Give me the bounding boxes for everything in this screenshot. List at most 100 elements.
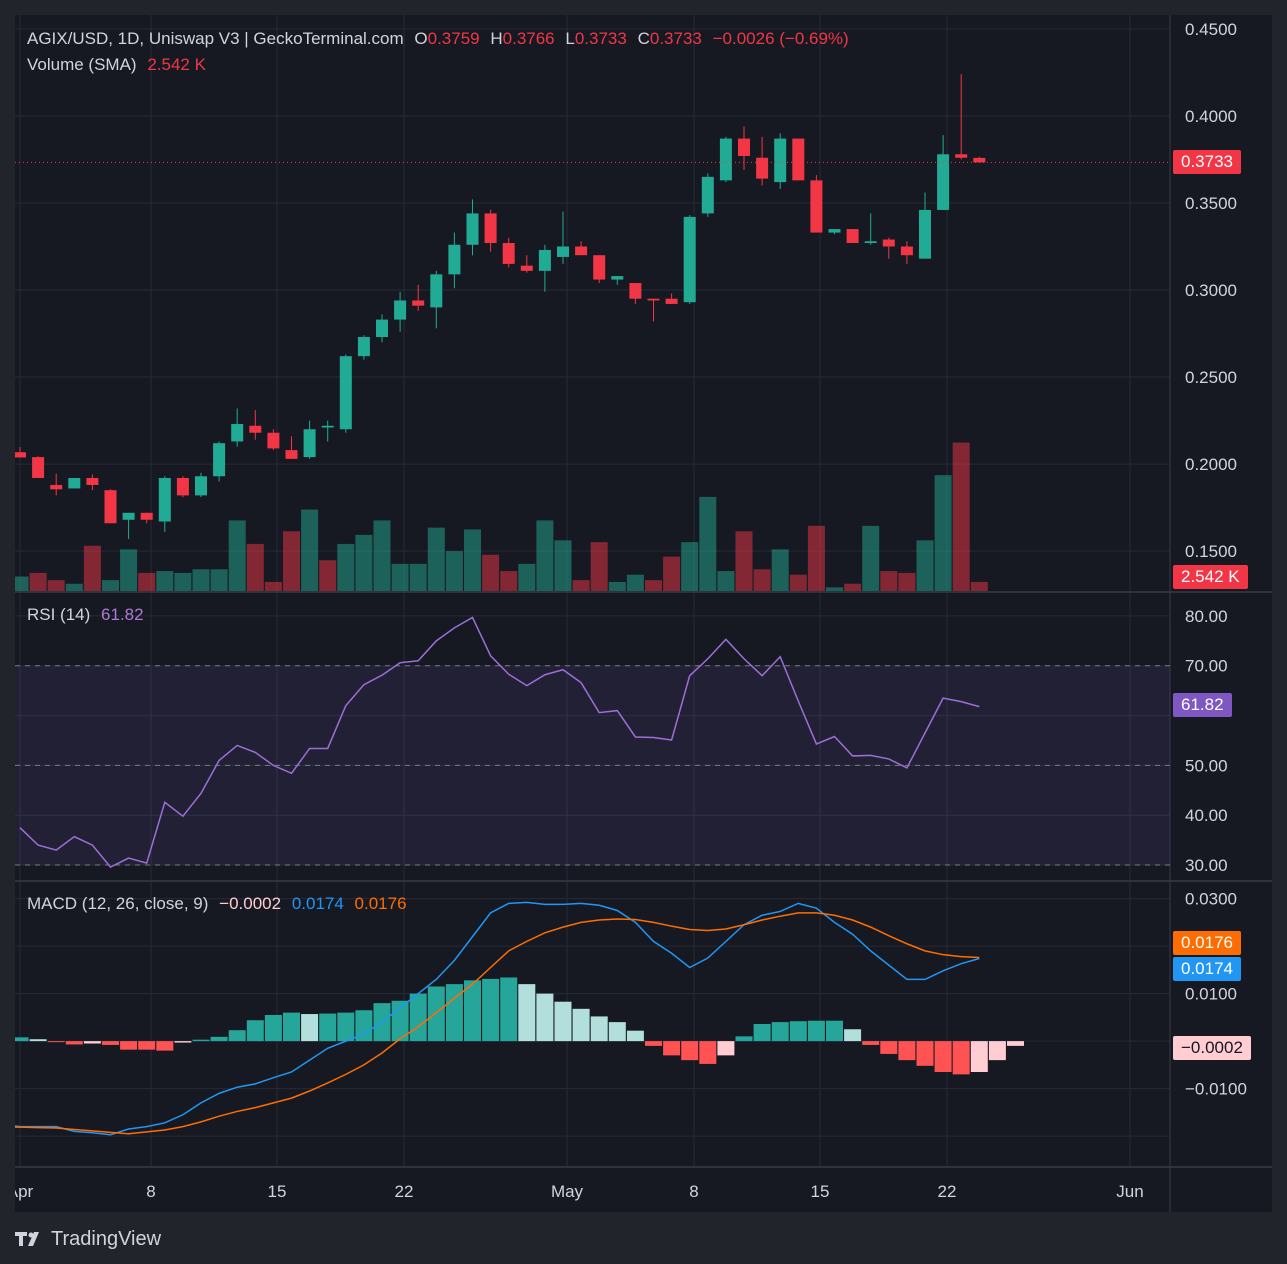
volume-bar	[898, 572, 916, 591]
candle-body	[719, 138, 732, 181]
macd-histogram-bar	[65, 1041, 83, 1045]
change-value: −0.0026 (−0.69%)	[712, 29, 849, 48]
price-tick-label: 0.3000	[1185, 281, 1237, 300]
rsi-legend: RSI (14) 61.82	[27, 605, 150, 625]
volume-bars	[15, 442, 988, 591]
candle-body	[32, 457, 45, 478]
macd-histogram-bar	[283, 1012, 300, 1042]
volume-bar	[844, 583, 862, 591]
macd-histogram-bar	[970, 1041, 988, 1072]
candle-body	[285, 450, 298, 459]
price-tick-label: 0.2500	[1185, 368, 1237, 387]
macd-histogram-bar	[102, 1041, 119, 1045]
candle-body	[231, 424, 244, 442]
macd-lines	[15, 901, 980, 1136]
chart-svg[interactable]: 0.4500 0.4000 0.3500 0.3000 0.2500 0.2000 0.15…	[15, 15, 1272, 1212]
price-tick-label: 0.4000	[1185, 107, 1237, 126]
volume-bar	[246, 543, 264, 591]
macd-histogram	[15, 977, 1024, 1075]
candlesticks[interactable]	[15, 74, 986, 539]
volume-label: Volume (SMA)	[27, 55, 137, 74]
macd-histogram-bar	[717, 1041, 735, 1056]
macd-histogram-bar	[500, 977, 518, 1042]
volume-legend: Volume (SMA) 2.542 K	[27, 55, 212, 75]
volume-bar	[120, 549, 138, 591]
signal-value: 0.0176	[354, 894, 407, 913]
date-tick-label: 15	[268, 1182, 287, 1201]
volume-bar	[554, 540, 572, 591]
low-label: L	[565, 29, 575, 48]
pane-separators	[15, 15, 1272, 1212]
volume-bar	[663, 556, 681, 591]
open-value: 0.3759	[427, 29, 480, 48]
macd-histogram-bar	[952, 1041, 970, 1075]
macd-histogram-bar	[681, 1041, 699, 1061]
macd-histogram-bar	[464, 980, 481, 1042]
axis-labels: 0.4500 0.4000 0.3500 0.3000 0.2500 0.2000 0.15…	[15, 20, 1247, 1201]
volume-bar	[916, 540, 934, 591]
candle-body	[593, 255, 606, 280]
volume-bar	[952, 442, 970, 591]
volume-bar	[717, 571, 735, 591]
candle-body	[738, 138, 750, 156]
candle-body	[683, 216, 696, 303]
date-tick-label: 22	[938, 1182, 957, 1201]
macd-tick-label: 0.0300	[1185, 890, 1237, 909]
macd-series-line	[15, 901, 980, 1136]
price-tick-label: 0.3500	[1185, 194, 1237, 213]
signal-tag: 0.0176	[1173, 931, 1241, 955]
candle-body	[412, 300, 425, 306]
macd-histogram-bar	[1007, 1041, 1024, 1046]
macd-histogram-bar	[826, 1020, 843, 1042]
volume-bar	[699, 496, 717, 591]
volume-bar	[970, 581, 988, 591]
volume-bar	[735, 531, 753, 591]
symbol-title: AGIX/USD, 1D, Uniswap V3 | GeckoTerminal…	[27, 29, 404, 48]
candle-body	[15, 452, 26, 458]
macd-histogram-bar	[536, 993, 554, 1042]
high-label: H	[490, 29, 503, 48]
price-tick-label: 0.4500	[1185, 20, 1237, 39]
macd-histogram-bar	[29, 1039, 47, 1042]
volume-bar	[138, 572, 156, 591]
rsi-tick-label: 70.00	[1185, 657, 1228, 676]
candle-body	[629, 283, 642, 299]
candle-body	[955, 154, 968, 158]
macd-histogram-bar	[138, 1041, 156, 1050]
date-tick-label: 15	[811, 1182, 830, 1201]
candle-body	[357, 337, 370, 357]
candle-body	[249, 425, 262, 433]
macd-histogram-bar	[301, 1014, 319, 1042]
candle-body	[557, 246, 569, 257]
volume-value: 2.542 K	[147, 55, 206, 74]
candle-body	[810, 180, 823, 233]
volume-bar	[102, 580, 119, 591]
macd-histogram-bar	[916, 1041, 934, 1066]
macd-histogram-bar	[572, 1008, 590, 1042]
macd-histogram-bar	[246, 1020, 264, 1042]
macd-histogram-bar	[156, 1041, 174, 1051]
candle-body	[665, 298, 678, 304]
price-tag: 0.3733	[1173, 150, 1241, 174]
chart-frame: 0.4500 0.4000 0.3500 0.3000 0.2500 0.2000 0.15…	[15, 15, 1272, 1212]
volume-bar	[174, 572, 192, 591]
macd-histogram-bar	[771, 1022, 789, 1042]
date-tick-label: May	[551, 1182, 584, 1201]
high-value: 0.3766	[502, 29, 555, 48]
macd-histogram-bar	[862, 1041, 880, 1045]
macd-histogram-bar	[15, 1037, 29, 1042]
rsi-line	[19, 616, 980, 868]
candle-body	[900, 246, 913, 256]
macd-histogram-bar	[554, 1001, 572, 1042]
volume-bar	[228, 520, 246, 591]
macd-histogram-bar	[210, 1036, 228, 1042]
volume-bar	[264, 581, 282, 591]
candle-body	[792, 138, 805, 181]
macd-histogram-bar	[645, 1041, 662, 1046]
candle-body	[864, 241, 877, 244]
rsi-tick-label: 40.00	[1185, 806, 1228, 825]
macd-histogram-bar	[228, 1030, 246, 1042]
macd-histogram-bar	[789, 1021, 807, 1042]
date-tick-label: 8	[146, 1182, 155, 1201]
volume-bar	[156, 571, 174, 591]
